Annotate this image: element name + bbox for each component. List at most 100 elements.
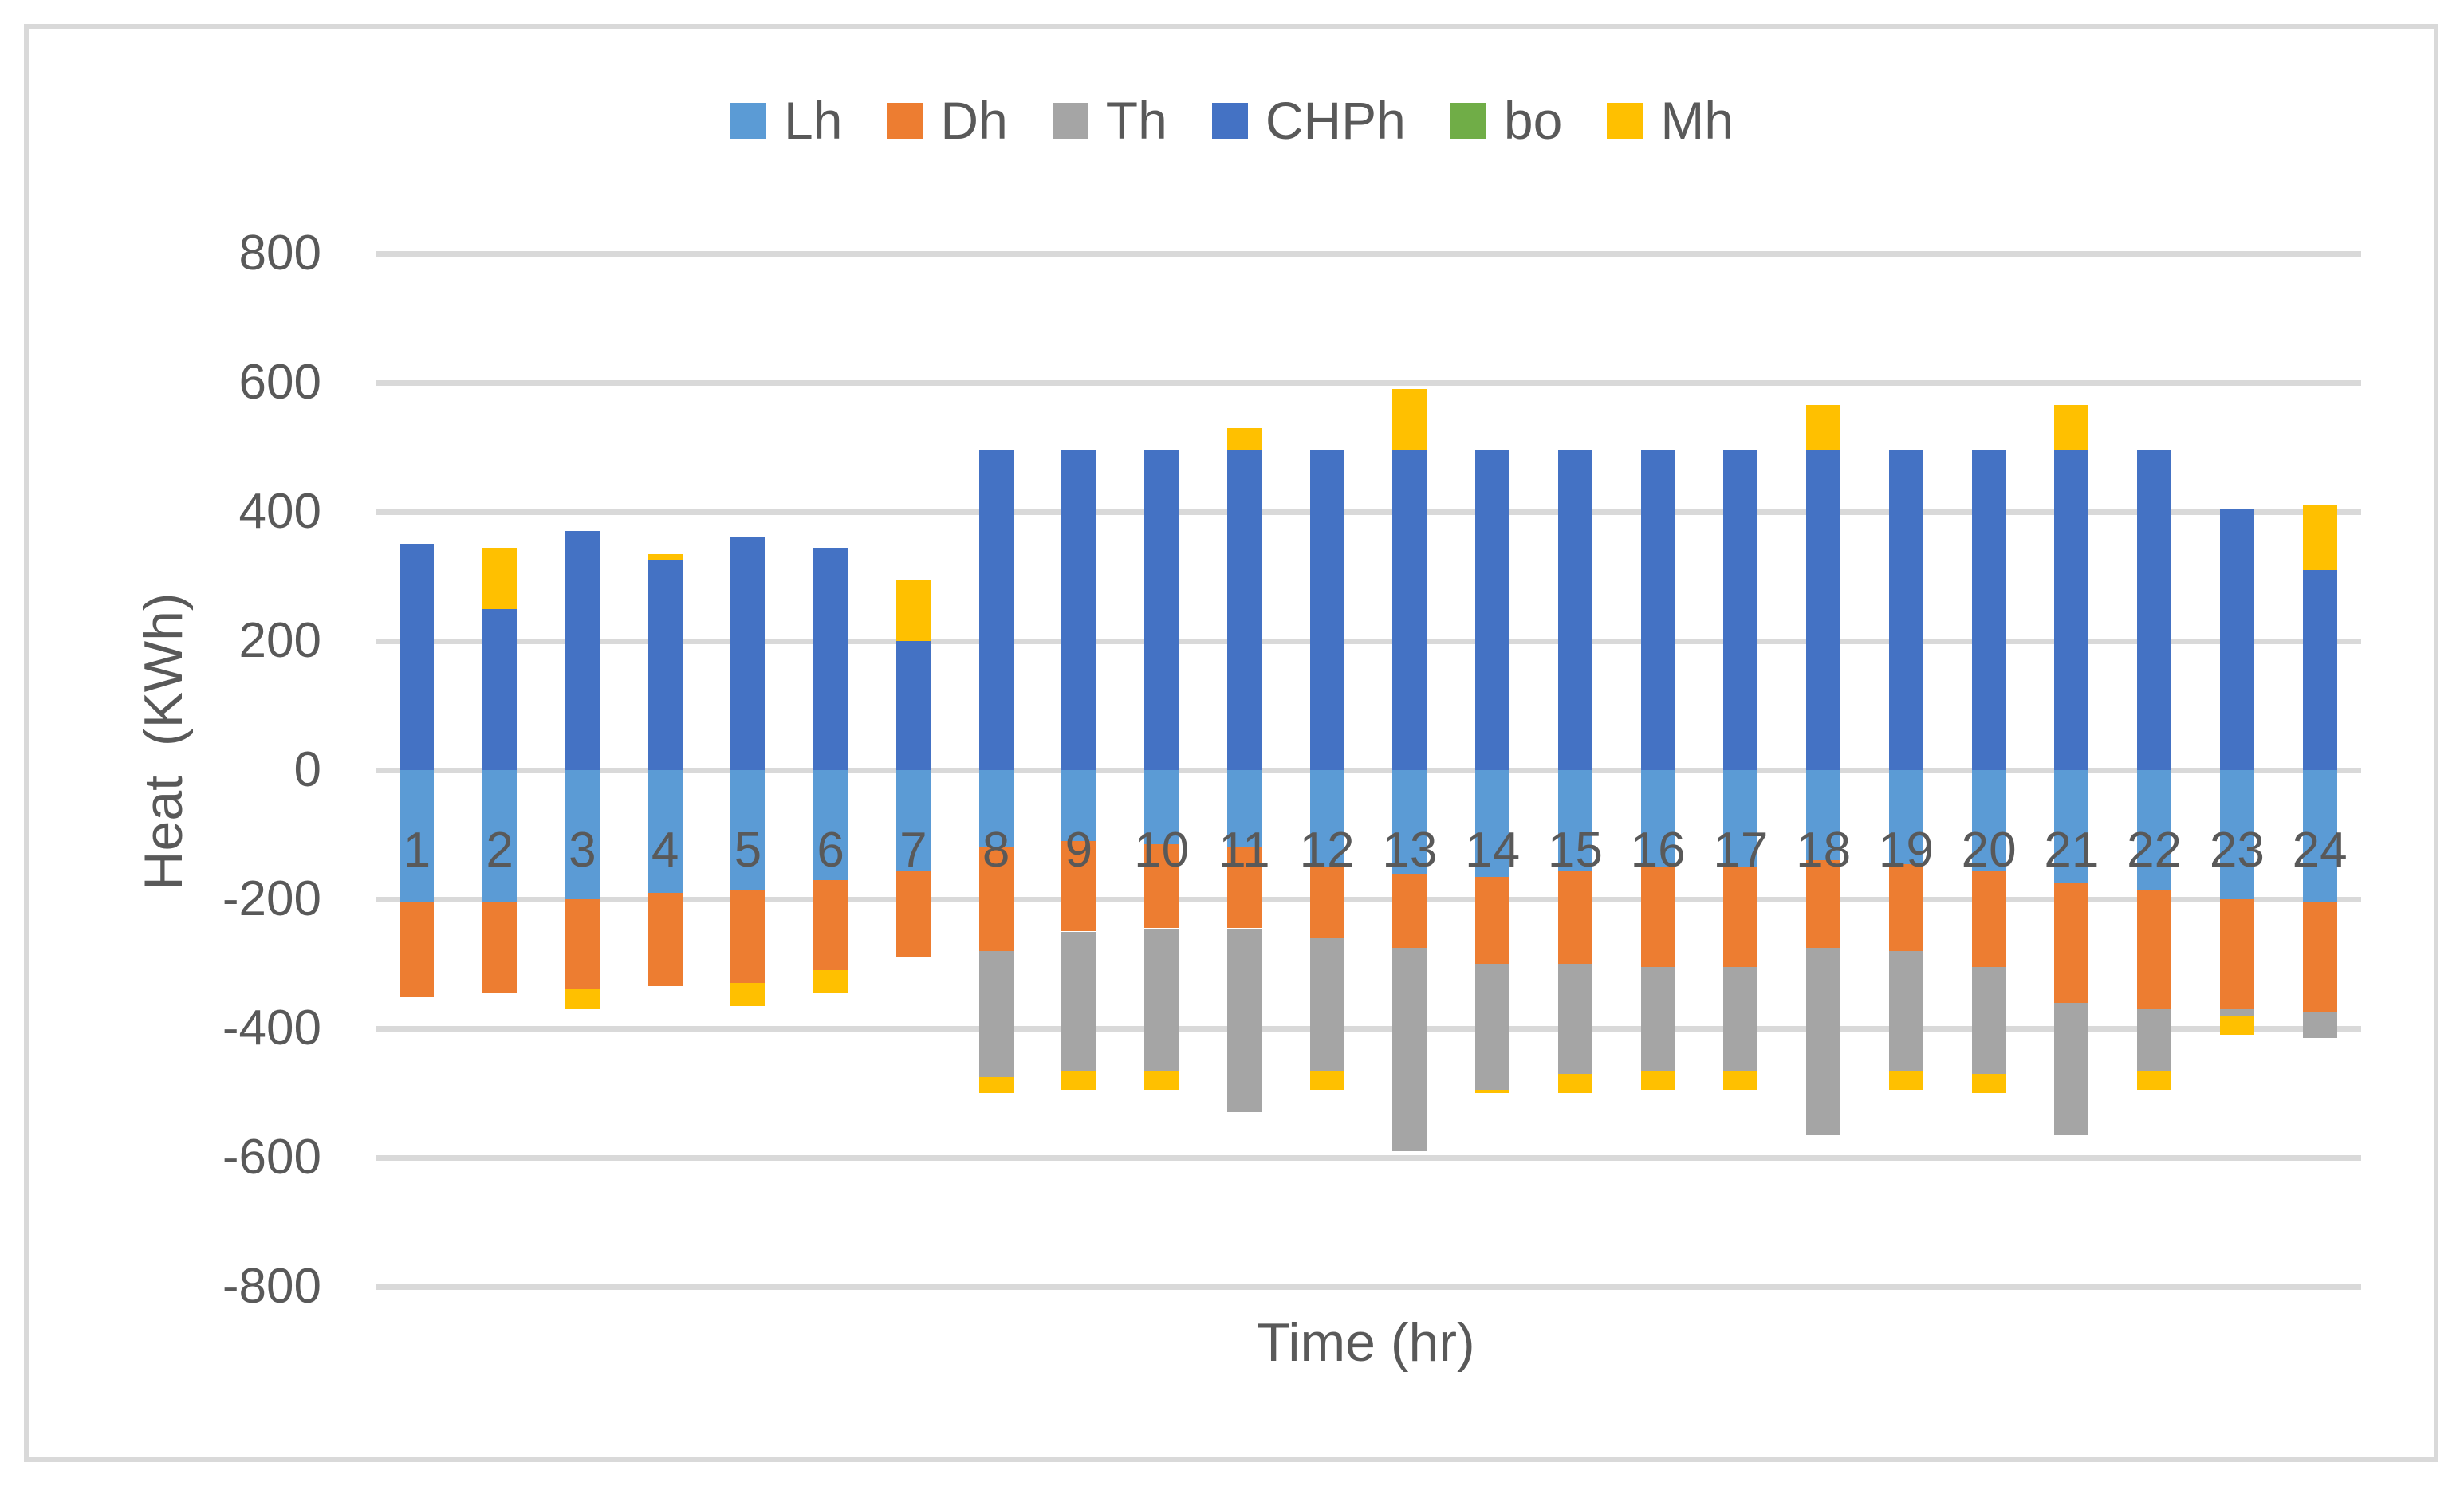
x-tick-label: 6 [817, 823, 844, 878]
x-tick-label: 4 [651, 823, 679, 878]
bar-h23-Dh [2219, 899, 2254, 1009]
legend-item-label: Lh [784, 91, 843, 150]
bar-h12-CHPh [1309, 450, 1344, 770]
bar-h21-CHPh [2054, 450, 2089, 770]
legend-item-th: Th [1052, 94, 1167, 147]
legend-item-label: CHPh [1265, 91, 1406, 150]
x-tick-label: 22 [2127, 823, 2183, 878]
x-tick-label: 13 [1382, 823, 1438, 878]
bar-h13-Lh [1392, 770, 1427, 874]
bar-h18-Dh [1806, 860, 1841, 948]
bar-h21-Dh [2054, 883, 2089, 1003]
bar-h20-CHPh [1971, 450, 2006, 770]
bar-h16-CHPh [1640, 450, 1675, 770]
bar-h1-Dh [400, 902, 435, 997]
bar-h9-Lh [1061, 770, 1096, 842]
bar-h4-Mh [647, 553, 683, 560]
legend-item-lh: Lh [730, 94, 842, 147]
bar-h19-Dh [1888, 863, 1923, 951]
bar-h20-Th [1971, 967, 2006, 1074]
bar-h14-Th [1475, 964, 1510, 1090]
legend-item-label: Mh [1660, 91, 1734, 150]
x-tick-label: 19 [1878, 823, 1934, 878]
bar-h8-Lh [978, 770, 1014, 848]
bar-h8-Mh [978, 1076, 1014, 1094]
bar-h1-CHPh [400, 544, 435, 770]
legend: Lh Dh Th CHPh bo Mh [0, 94, 2464, 147]
bar-h14-Mh [1475, 1090, 1510, 1094]
gridline--800 [376, 1284, 2361, 1290]
bar-h6-Mh [813, 970, 848, 993]
bar-h17-Dh [1723, 867, 1758, 968]
legend-item-chph: CHPh [1211, 91, 1406, 150]
bar-h15-Dh [1557, 870, 1592, 964]
bar-h23-Lh [2219, 770, 2254, 899]
x-tick-label: 8 [982, 823, 1010, 878]
bar-h12-Lh [1309, 770, 1344, 867]
bar-h11-Lh [1226, 770, 1262, 848]
bar-h17-Th [1723, 967, 1758, 1071]
legend-item-dh: Dh [887, 91, 1008, 150]
bar-h23-CHPh [2219, 509, 2254, 771]
bar-h3-Lh [565, 770, 600, 899]
bar-h19-CHPh [1888, 450, 1923, 770]
x-tick-label: 1 [403, 823, 431, 878]
x-tick-label: 24 [2292, 823, 2348, 878]
bar-h15-Th [1557, 964, 1592, 1074]
y-axis-title: Heat (KWh) [133, 592, 194, 890]
bar-h24-Th [2302, 1012, 2337, 1039]
gridline-0 [376, 767, 2361, 773]
bar-h20-Dh [1971, 870, 2006, 967]
bar-h8-CHPh [978, 450, 1014, 770]
bar-h20-Mh [1971, 1073, 2006, 1093]
legend-item-label: Dh [940, 91, 1008, 150]
bar-h3-Dh [565, 899, 600, 990]
gridline--400 [376, 1025, 2361, 1032]
bar-h24-Dh [2302, 902, 2337, 1012]
bar-h11-CHPh [1226, 450, 1262, 770]
x-tick-label: 2 [486, 823, 514, 878]
bar-h20-Lh [1971, 770, 2006, 871]
legend-swatch-icon [887, 102, 923, 139]
bar-h15-CHPh [1557, 450, 1592, 770]
x-tick-label: 14 [1465, 823, 1521, 878]
bar-h18-Lh [1806, 770, 1841, 861]
bar-h8-Dh [978, 847, 1014, 951]
bar-h18-CHPh [1806, 450, 1841, 770]
gridline--600 [376, 1154, 2361, 1161]
bar-h14-Dh [1475, 876, 1510, 965]
bar-h11-Mh [1226, 427, 1262, 451]
legend-swatch-icon [1607, 102, 1643, 139]
y-tick-label: 800 [238, 226, 321, 281]
y-tick-label: -200 [222, 871, 321, 926]
bar-h24-Mh [2302, 505, 2337, 570]
bar-h13-CHPh [1392, 450, 1427, 770]
bar-h2-CHPh [482, 608, 518, 770]
bar-h22-Mh [2137, 1070, 2172, 1090]
bar-h4-CHPh [647, 560, 683, 771]
bar-h22-CHPh [2137, 450, 2172, 770]
x-tick-label: 5 [734, 823, 762, 878]
x-tick-label: 20 [1961, 823, 2017, 878]
x-tick-label: 21 [2044, 823, 2100, 878]
bar-h6-Lh [813, 770, 848, 880]
x-tick-label: 7 [899, 823, 927, 878]
legend-swatch-icon [1052, 102, 1088, 139]
bar-h2-Mh [482, 547, 518, 609]
chart-outer-border [24, 24, 2438, 1462]
bar-h19-Mh [1888, 1070, 1923, 1090]
y-tick-label: -600 [222, 1130, 321, 1185]
bar-h15-Mh [1557, 1073, 1592, 1093]
bar-h21-Mh [2054, 405, 2089, 450]
x-tick-label: 15 [1547, 823, 1603, 878]
x-tick-label: 9 [1065, 823, 1093, 878]
y-tick-label: 200 [238, 613, 321, 668]
x-tick-label: 18 [1796, 823, 1852, 878]
bar-h24-Lh [2302, 770, 2337, 903]
bar-h12-Th [1309, 938, 1344, 1071]
bar-h22-Lh [2137, 770, 2172, 890]
bar-h13-Dh [1392, 873, 1427, 948]
bar-h9-CHPh [1061, 450, 1096, 770]
bar-h17-Lh [1723, 770, 1758, 867]
